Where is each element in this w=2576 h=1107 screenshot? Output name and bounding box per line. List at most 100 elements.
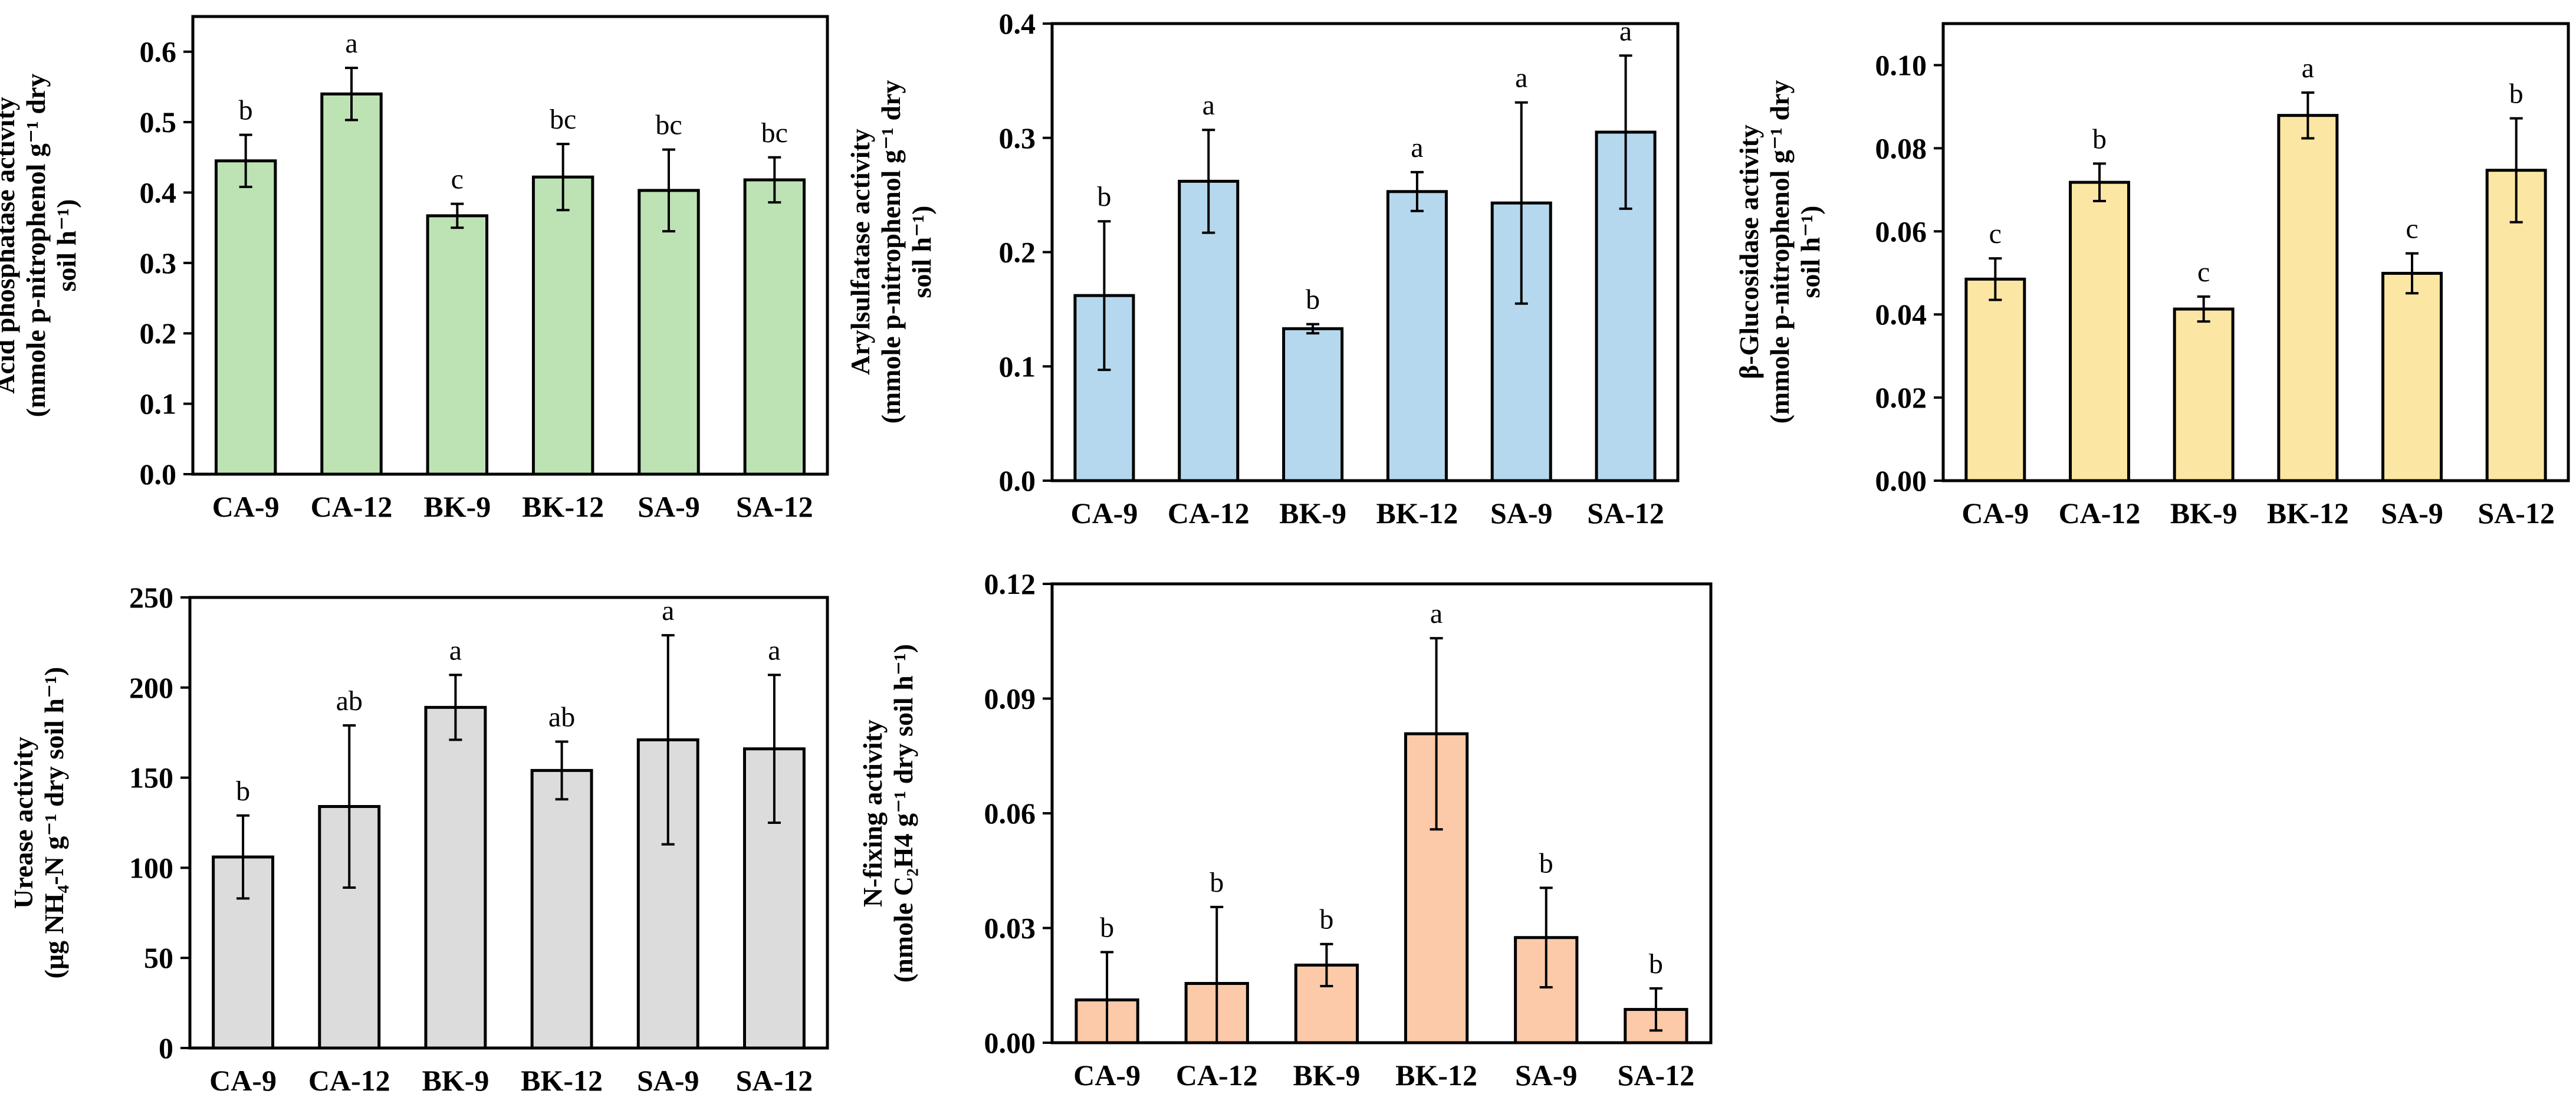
category-label: BK-9: [422, 1064, 489, 1097]
category-label: BK-12: [2267, 497, 2349, 530]
y-tick-label: 0.03: [984, 912, 1036, 945]
category-label: SA-9: [1490, 497, 1553, 530]
bar-bk-12: [531, 175, 594, 476]
significance-letter: c: [451, 164, 464, 195]
y-axis-title: Arylsulfatase activity (mmole p-nitrophen…: [845, 80, 937, 424]
y-tick-label: 0.2: [999, 236, 1036, 269]
y-tick-label: 50: [144, 941, 173, 974]
y-axis-title-line: β-Glucosidase activity: [1734, 124, 1764, 379]
significance-letter: b: [2509, 78, 2524, 110]
y-tick-label: 0.00: [1875, 464, 1927, 497]
y-tick-label: 150: [129, 761, 173, 794]
y-tick-label: 0.02: [1875, 381, 1927, 414]
category-label: BK-9: [1293, 1059, 1360, 1092]
plot-frame: [188, 596, 829, 1050]
category-label: BK-9: [1279, 497, 1346, 530]
significance-letter: bc: [761, 117, 788, 149]
y-tick-label: 0.4: [140, 176, 177, 209]
y-tick-label: 100: [129, 851, 173, 884]
category-label: BK-12: [1376, 497, 1458, 530]
category-label: BK-12: [1395, 1059, 1477, 1092]
category-label: SA-9: [637, 1064, 699, 1097]
y-axis-title-line: Arylsulfatase activity: [845, 129, 875, 375]
y-axis-title-line: (nmole C₂H4 g⁻¹ dry soil h⁻¹): [888, 644, 918, 983]
bar-ca-12: [320, 92, 383, 476]
category-label: BK-12: [521, 1064, 603, 1097]
category-label: SA-9: [2381, 497, 2443, 530]
category-label: CA-12: [1176, 1059, 1258, 1092]
significance-letter: b: [1100, 912, 1114, 943]
category-label: CA-12: [1168, 497, 1250, 530]
significance-letter: bc: [550, 104, 576, 135]
bar-bk-12: [530, 768, 593, 1050]
significance-letter: ab: [548, 701, 575, 732]
significance-letter: b: [236, 776, 250, 807]
y-tick-label: 0.04: [1875, 298, 1927, 331]
category-label: BK-12: [522, 490, 604, 523]
bar-ca-9: [1964, 277, 2026, 482]
bar-bk-12: [1386, 190, 1448, 482]
bar-bk-9: [426, 214, 489, 476]
urease-panel: 0 50 100 150 200 250 b CA-9 ab CA-12 a BK-9 ab BK-12 a…: [8, 581, 829, 1097]
significance-letter: a: [1411, 132, 1423, 163]
y-tick-label: 0.5: [140, 106, 177, 139]
y-axis-title-line: (mmole p-nitrophenol g⁻¹ dry: [21, 74, 51, 418]
bar-sa-9: [2381, 271, 2443, 482]
y-tick-label: 0.2: [140, 317, 177, 350]
bar-bk-9: [1282, 327, 1344, 482]
y-tick-label: 0.3: [999, 121, 1036, 155]
acid-phosphatase-panel: 0.0 0.1 0.2 0.3 0.4 0.5 0.6 b CA-9 a CA-12 c BK-9 bc B…: [0, 15, 829, 523]
y-tick-label: 0.10: [1875, 48, 1927, 81]
bar-bk-12: [2277, 114, 2339, 482]
significance-letter: b: [239, 95, 253, 126]
category-label: CA-12: [2059, 497, 2141, 530]
y-tick-label: 0.06: [984, 797, 1036, 830]
y-tick-label: 200: [129, 671, 173, 704]
significance-letter: b: [2092, 123, 2107, 155]
significance-letter: c: [2406, 213, 2418, 245]
y-tick-label: 0: [159, 1032, 173, 1065]
y-tick-label: 0.0: [999, 464, 1036, 497]
significance-letter: a: [345, 28, 357, 59]
y-tick-label: 0.06: [1875, 215, 1927, 248]
y-axis-title: Acid phosphatase activity (mmole p-nitrop…: [0, 74, 81, 418]
y-axis-title-line: soil h⁻¹): [1795, 206, 1825, 298]
bar-ca-12: [2069, 180, 2130, 482]
y-tick-label: 0.09: [984, 682, 1036, 715]
y-tick-label: 0.08: [1875, 132, 1927, 165]
y-tick-label: 0.1: [140, 387, 177, 421]
significance-letter: a: [449, 635, 462, 666]
category-label: SA-9: [638, 490, 700, 523]
category-label: CA-12: [308, 1064, 390, 1097]
bar-sa-12: [743, 178, 806, 476]
significance-letter: a: [662, 595, 674, 626]
y-tick-label: 0.12: [984, 567, 1036, 600]
category-label: SA-12: [1618, 1059, 1695, 1092]
plot-frame: [191, 15, 829, 476]
category-label: CA-9: [212, 490, 280, 523]
plot-frame: [1941, 22, 2570, 482]
category-label: SA-12: [736, 1064, 813, 1097]
category-label: BK-9: [2170, 497, 2237, 530]
bar-ca-9: [214, 159, 277, 476]
y-axis-title-line: Urease activity: [8, 737, 38, 909]
significance-letter: b: [1306, 284, 1320, 316]
y-axis-title-line: soil h⁻¹): [906, 206, 937, 298]
significance-letter: bc: [655, 110, 682, 141]
category-label: SA-12: [736, 490, 813, 523]
significance-letter: a: [1619, 15, 1632, 47]
y-tick-label: 0.00: [984, 1026, 1036, 1059]
y-tick-label: 0.0: [140, 458, 177, 491]
significance-letter: b: [1319, 904, 1333, 935]
beta-glucosidase-panel: 0.00 0.02 0.04 0.06 0.08 0.10 c CA-9 b CA-12 c BK-9…: [1734, 22, 2570, 530]
y-axis-title-line: N-fixing activity: [857, 720, 888, 907]
arylsulfatase-panel: 0.0 0.1 0.2 0.3 0.4 b CA-9 a CA-12 b BK-9 a BK-12 a SA…: [845, 7, 1680, 530]
category-label: SA-9: [1515, 1059, 1578, 1092]
significance-letter: a: [2302, 52, 2314, 84]
category-label: SA-12: [2478, 497, 2555, 530]
significance-letter: b: [1649, 948, 1663, 980]
significance-letter: a: [768, 635, 780, 666]
y-tick-label: 0.1: [999, 350, 1036, 383]
significance-letter: b: [1097, 181, 1111, 212]
